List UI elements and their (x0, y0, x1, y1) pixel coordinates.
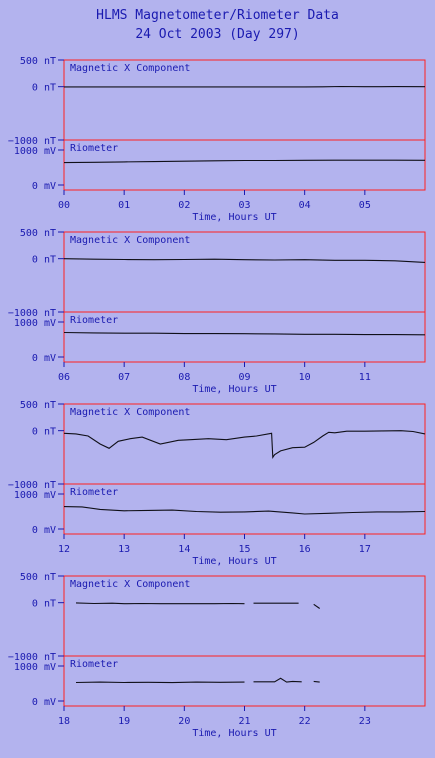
magnetometer-panel-label: Magnetic X Component (70, 63, 190, 74)
x-tick-label: 20 (178, 716, 190, 727)
riometer-trace (63, 159, 426, 164)
x-axis-label: Time, Hours UT (192, 212, 276, 223)
y-tick-label: 500 nT (20, 56, 56, 67)
y-tick-label: −1000 nT (8, 136, 56, 147)
x-tick-label: 07 (118, 372, 130, 383)
x-axis-label: Time, Hours UT (192, 384, 276, 395)
y-tick-label: 0 mV (32, 181, 56, 192)
title-line-1: HLMS Magnetometer/Riometer Data (96, 8, 339, 23)
title-line-2: 24 Oct 2003 (Day 297) (135, 27, 300, 42)
y-tick-label: 1000 mV (14, 146, 56, 157)
riometer-panel-label: Riometer (70, 487, 118, 498)
magnetometer-trace (63, 430, 426, 459)
y-tick-label: 500 nT (20, 572, 56, 583)
x-tick-label: 10 (299, 372, 311, 383)
riometer-trace (63, 506, 426, 515)
x-tick-label: 15 (238, 544, 250, 555)
y-tick-label: −1000 nT (8, 308, 56, 319)
riometer-trace (75, 681, 245, 684)
y-tick-label: −1000 nT (8, 652, 56, 663)
x-tick-label: 22 (299, 716, 311, 727)
y-tick-label: 1000 mV (14, 662, 56, 673)
x-tick-label: 02 (178, 200, 190, 211)
y-tick-label: 0 mV (32, 353, 56, 364)
riometer-trace (313, 680, 320, 683)
x-tick-label: 06 (58, 372, 70, 383)
y-tick-label: 0 nT (32, 83, 56, 94)
x-axis-label: Time, Hours UT (192, 728, 276, 739)
riometer-panel-label: Riometer (70, 143, 118, 154)
x-tick-label: 18 (58, 716, 70, 727)
x-tick-label: 05 (359, 200, 371, 211)
riometer-panel-label: Riometer (70, 315, 118, 326)
y-tick-label: 1000 mV (14, 318, 56, 329)
x-tick-label: 08 (178, 372, 190, 383)
x-tick-label: 11 (359, 372, 371, 383)
riometer-trace (253, 677, 302, 683)
x-tick-label: 19 (118, 716, 130, 727)
y-tick-label: 0 mV (32, 525, 56, 536)
y-tick-label: 500 nT (20, 400, 56, 411)
x-tick-label: 14 (178, 544, 190, 555)
x-tick-label: 03 (238, 200, 250, 211)
y-tick-label: 0 mV (32, 697, 56, 708)
y-tick-label: 500 nT (20, 228, 56, 239)
x-tick-label: 21 (238, 716, 250, 727)
x-axis-label: Time, Hours UT (192, 556, 276, 567)
x-tick-label: 01 (118, 200, 130, 211)
magnetometer-trace (313, 603, 321, 609)
y-tick-label: 1000 mV (14, 490, 56, 501)
x-tick-label: 00 (58, 200, 70, 211)
y-tick-label: 0 nT (32, 427, 56, 438)
x-tick-label: 13 (118, 544, 130, 555)
y-tick-label: −1000 nT (8, 480, 56, 491)
magnetometer-panel-label: Magnetic X Component (70, 579, 190, 590)
x-tick-label: 17 (359, 544, 371, 555)
x-tick-label: 16 (299, 544, 311, 555)
magnetometer-panel-label: Magnetic X Component (70, 235, 190, 246)
x-tick-label: 04 (299, 200, 311, 211)
y-tick-label: 0 nT (32, 255, 56, 266)
magnetometer-trace (63, 258, 426, 263)
riometer-panel-label: Riometer (70, 659, 118, 670)
riometer-trace (63, 331, 426, 336)
chart-title: HLMS Magnetometer/Riometer Data 24 Oct 2… (0, 6, 435, 44)
x-tick-label: 12 (58, 544, 70, 555)
magnetometer-trace (75, 602, 245, 605)
x-tick-label: 09 (238, 372, 250, 383)
magnetometer-panel-label: Magnetic X Component (70, 407, 190, 418)
y-tick-label: 0 nT (32, 599, 56, 610)
x-tick-label: 23 (359, 716, 371, 727)
